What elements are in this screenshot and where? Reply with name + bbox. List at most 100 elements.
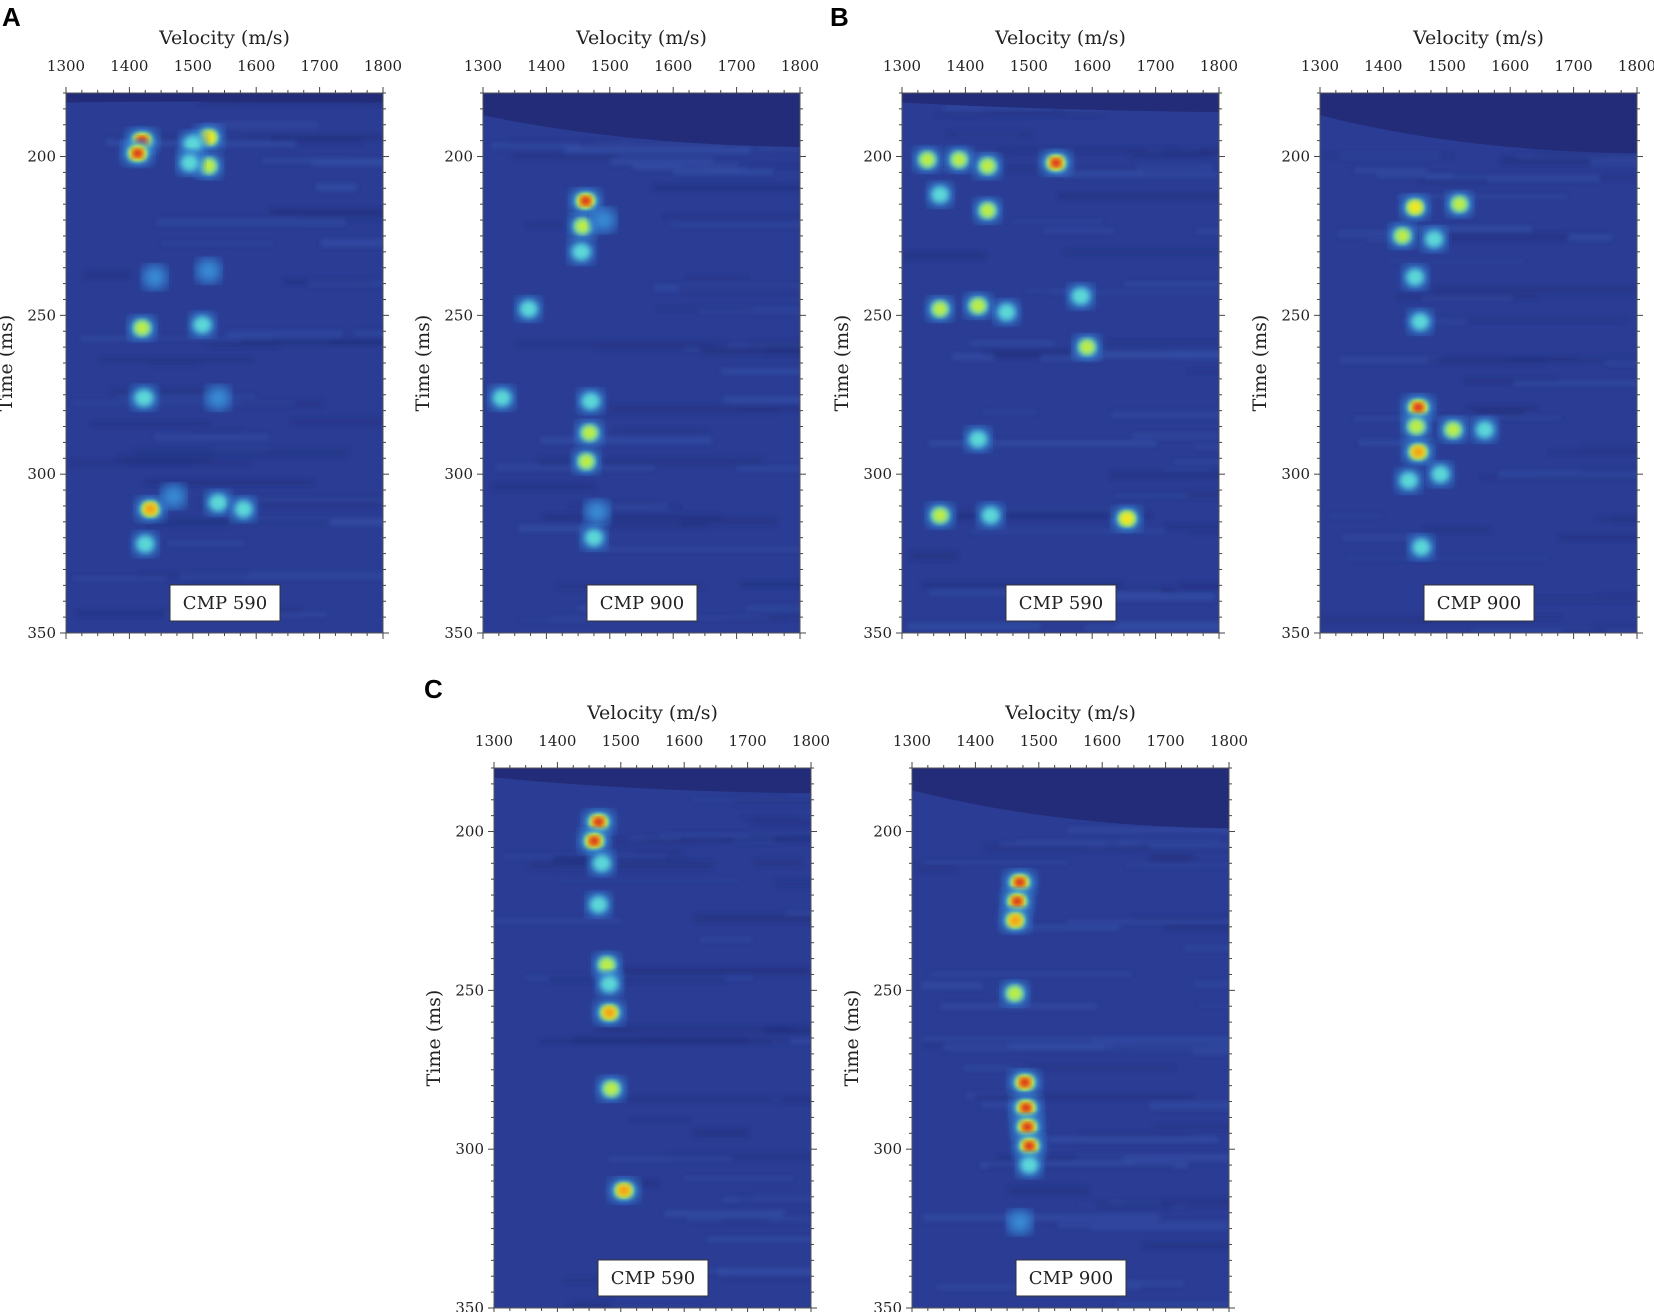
semblance-peak [593, 953, 621, 976]
texture-streak [921, 1037, 1088, 1040]
background-texture [1320, 105, 1637, 633]
texture-streak [1188, 370, 1219, 373]
texture-streak [1088, 843, 1229, 849]
texture-streak [940, 1003, 1097, 1010]
texture-streak [69, 461, 252, 465]
texture-streak [1150, 853, 1194, 862]
y-tick-label: 350 [1281, 624, 1310, 642]
y-axis-title: Time (ms) [423, 990, 445, 1087]
y-tick-label: 250 [873, 981, 902, 999]
spectrum-background [902, 93, 1219, 633]
x-tick-label: 1400 [527, 57, 565, 75]
y-tick-label: 300 [444, 465, 473, 483]
texture-streak [984, 844, 1151, 852]
semblance-peak [126, 129, 158, 152]
texture-streak [928, 440, 1157, 447]
texture-streak [732, 398, 800, 403]
y-tick-label: 350 [863, 624, 892, 642]
semblance-peak [576, 421, 603, 444]
semblance-peak [596, 973, 622, 995]
texture-streak [1005, 168, 1196, 171]
texture-streak [1174, 460, 1219, 465]
texture-streak [610, 405, 779, 414]
texture-streak [139, 572, 249, 577]
x-tick-label: 1500 [602, 732, 640, 750]
semblance-peak [1113, 507, 1142, 530]
texture-streak [1532, 153, 1637, 157]
semblance-peak [161, 485, 186, 508]
x-tick-label: 1800 [364, 57, 402, 75]
semblance-peak [122, 142, 153, 165]
texture-streak [1164, 923, 1229, 931]
texture-streak [731, 798, 811, 805]
semblance-peak [131, 386, 157, 409]
texture-streak [1078, 1204, 1187, 1207]
semblance-peak [573, 450, 600, 473]
semblance-peak [583, 811, 615, 833]
texture-streak [149, 359, 200, 365]
texture-streak [111, 388, 218, 396]
texture-streak [549, 976, 727, 983]
spectrum-field [494, 768, 811, 1308]
texture-streak [737, 466, 800, 472]
tick-marks [896, 87, 1225, 639]
texture-streak [518, 524, 586, 533]
texture-streak [1058, 1220, 1229, 1229]
x-tick-label: 1500 [174, 57, 212, 75]
texture-streak [743, 816, 799, 820]
texture-streak [1508, 357, 1578, 362]
spectrum-field [912, 768, 1229, 1308]
tick-marks [60, 87, 389, 639]
x-tick-label: 1500 [591, 57, 629, 75]
texture-streak [199, 500, 383, 508]
texture-streak [156, 218, 345, 227]
texture-streak [1136, 164, 1213, 172]
tick-marks [906, 762, 1235, 1312]
cmp-label: CMP 590 [169, 584, 281, 622]
texture-streak [1595, 517, 1637, 520]
texture-streak [1368, 238, 1409, 242]
texture-streak [1067, 827, 1229, 833]
texture-streak [658, 307, 753, 310]
texture-streak [1077, 1154, 1229, 1162]
texture-streak [148, 519, 330, 526]
texture-streak [1498, 470, 1637, 478]
cmp-label-text: CMP 900 [1029, 1268, 1113, 1289]
texture-streak [1050, 290, 1219, 294]
cmp-label: CMP 900 [1423, 584, 1535, 622]
x-tick-label: 1400 [110, 57, 148, 75]
texture-streak [1388, 259, 1523, 263]
texture-streak [1605, 360, 1637, 366]
top-mute-zone [1320, 93, 1637, 154]
texture-streak [786, 911, 811, 915]
texture-streak [692, 798, 811, 802]
texture-streak [636, 1037, 791, 1043]
texture-streak [1422, 296, 1514, 301]
texture-streak [1430, 287, 1637, 294]
semblance-peak [1016, 1154, 1042, 1177]
texture-streak [1125, 864, 1229, 867]
texture-streak [916, 864, 957, 872]
texture-streak [1187, 530, 1219, 533]
texture-streak [1043, 227, 1114, 234]
semblance-peak [1001, 982, 1028, 1005]
texture-streak [1012, 219, 1102, 224]
y-tick-label: 300 [1281, 465, 1310, 483]
semblance-peak [489, 386, 515, 409]
x-tick-label: 1300 [893, 732, 931, 750]
semblance-peak [974, 155, 1001, 178]
texture-streak [570, 505, 681, 509]
texture-streak [724, 1275, 811, 1279]
texture-streak [240, 339, 383, 345]
texture-streak [1590, 158, 1637, 166]
texture-streak [969, 340, 1056, 346]
semblance-peak [1402, 415, 1430, 438]
texture-streak [630, 1118, 689, 1122]
texture-streak [929, 972, 1132, 976]
spectrum-field [66, 93, 383, 633]
texture-streak [1080, 1132, 1193, 1140]
semblance-peak [594, 1001, 625, 1024]
texture-streak [765, 346, 800, 354]
x-tick-label: 1300 [47, 57, 85, 75]
texture-streak [76, 611, 220, 616]
